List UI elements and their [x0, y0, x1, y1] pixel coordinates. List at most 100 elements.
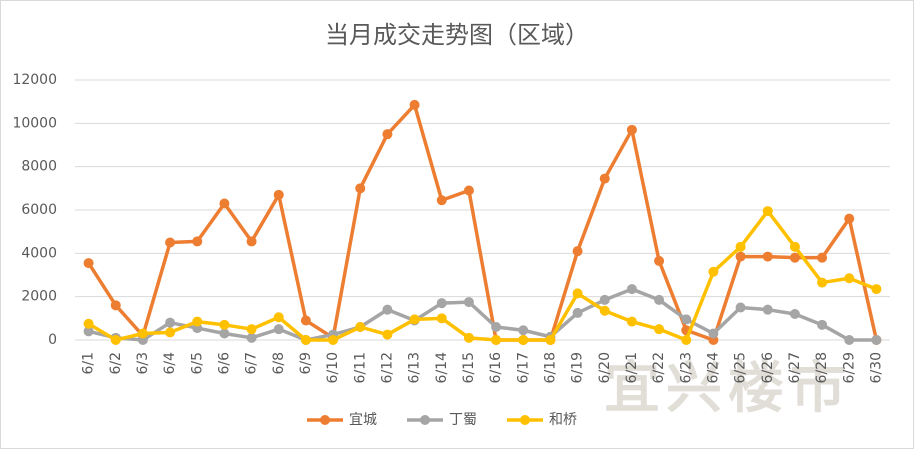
point	[246, 236, 257, 247]
x-tick-label: 6/22	[651, 352, 667, 383]
point	[735, 241, 746, 252]
point	[273, 324, 284, 335]
y-tick-label: 0	[48, 332, 57, 348]
x-tick-label: 6/10	[325, 352, 341, 383]
point	[165, 317, 176, 328]
point	[844, 335, 855, 345]
point	[491, 322, 502, 332]
x-tick-label: 6/23	[678, 352, 694, 383]
point	[626, 124, 637, 135]
point	[817, 252, 828, 263]
point	[83, 318, 94, 329]
point	[83, 326, 94, 337]
y-tick-label: 12000	[12, 72, 57, 88]
point	[409, 314, 420, 325]
x-tick-label: 6/5	[189, 352, 205, 375]
point	[83, 258, 94, 269]
point	[762, 304, 773, 315]
point	[762, 251, 773, 262]
watermark: 宜兴楼市	[604, 356, 852, 421]
point	[681, 335, 692, 345]
x-tick-label: 6/28	[814, 352, 830, 383]
x-tick-label: 6/19	[570, 352, 586, 383]
y-tick-label: 10000	[12, 115, 57, 131]
x-tick-label: 6/12	[379, 352, 395, 383]
point	[491, 335, 502, 345]
legend-marker	[320, 415, 330, 425]
point	[871, 284, 882, 295]
point	[300, 315, 311, 326]
point	[654, 294, 665, 305]
point	[355, 322, 366, 332]
point	[681, 314, 692, 325]
point	[219, 328, 230, 339]
point	[817, 319, 828, 330]
x-tick-label: 6/27	[787, 352, 803, 383]
point	[599, 294, 610, 305]
point	[572, 246, 583, 257]
point	[137, 328, 148, 339]
point	[626, 284, 637, 295]
point	[654, 324, 665, 335]
point	[436, 313, 447, 324]
point	[382, 329, 393, 340]
x-tick-label: 6/13	[407, 352, 423, 383]
x-tick-label: 6/17	[515, 352, 531, 383]
point	[192, 236, 203, 247]
x-tick-label: 6/2	[108, 352, 124, 375]
point	[382, 129, 393, 140]
x-tick-label: 6/3	[135, 352, 151, 375]
point	[626, 316, 637, 327]
point	[219, 198, 230, 209]
point	[735, 302, 746, 313]
point	[165, 327, 176, 338]
point	[192, 316, 203, 327]
x-tick-label: 6/15	[461, 352, 477, 383]
x-tick-label: 6/24	[705, 352, 721, 384]
y-tick-label: 2000	[21, 289, 57, 305]
point	[844, 273, 855, 284]
x-tick-label: 6/8	[271, 352, 287, 375]
legend-label: 宜城	[349, 412, 377, 428]
chart-title: 当月成交走势图（区域）	[325, 21, 589, 49]
point	[436, 298, 447, 309]
point	[518, 325, 529, 336]
x-tick-label: 6/7	[244, 352, 260, 375]
point	[219, 319, 230, 330]
y-tick-label: 8000	[21, 159, 57, 175]
point	[110, 335, 121, 345]
y-tick-label: 6000	[21, 202, 57, 218]
legend-label: 丁蜀	[449, 412, 477, 428]
point	[708, 328, 719, 339]
x-tick-label: 6/25	[733, 352, 749, 383]
point	[789, 252, 800, 263]
x-tick-label: 6/30	[868, 352, 884, 383]
point	[735, 251, 746, 262]
point	[463, 297, 474, 308]
point	[789, 309, 800, 319]
x-tick-label: 6/4	[162, 352, 178, 375]
point	[273, 189, 284, 200]
point	[355, 183, 366, 194]
point	[246, 324, 257, 335]
x-tick-label: 6/11	[352, 352, 368, 383]
point	[300, 335, 311, 345]
x-tick-label: 6/14	[434, 352, 450, 384]
x-tick-label: 6/1	[81, 352, 97, 375]
point	[436, 195, 447, 206]
x-tick-label: 6/18	[542, 352, 558, 383]
x-tick-label: 6/21	[624, 352, 640, 383]
point	[708, 266, 719, 277]
x-tick-label: 6/29	[841, 352, 857, 383]
point	[110, 300, 121, 311]
point	[572, 307, 583, 318]
point	[246, 332, 257, 343]
point	[518, 335, 529, 345]
point	[844, 213, 855, 224]
point	[572, 288, 583, 299]
legend-marker	[420, 415, 430, 425]
point	[328, 335, 339, 345]
point	[871, 335, 882, 345]
point	[463, 185, 474, 196]
